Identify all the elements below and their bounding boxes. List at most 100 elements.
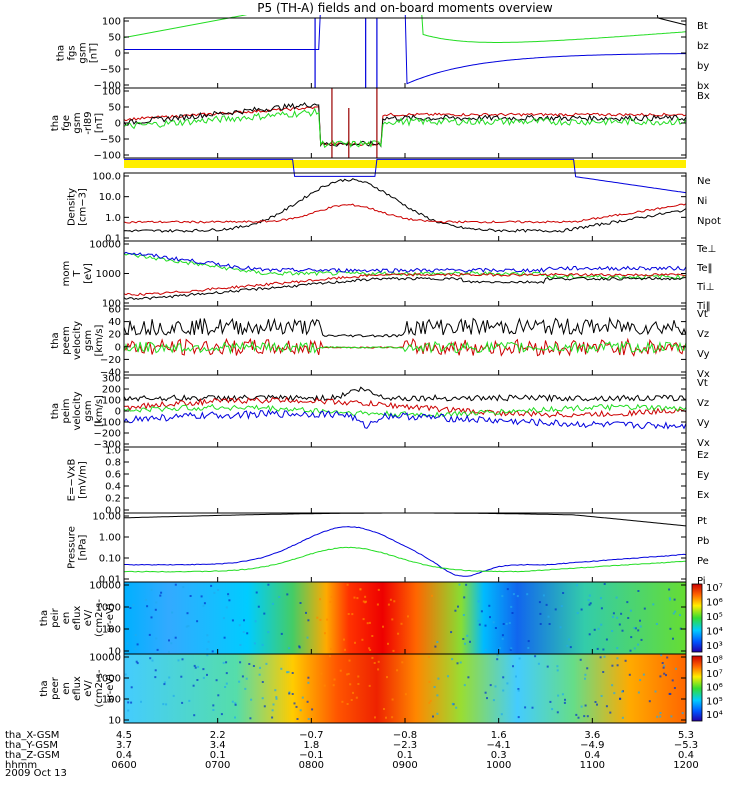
peir-spectrum-pixel bbox=[489, 616, 491, 619]
peer-spectrum-pixel bbox=[130, 701, 133, 704]
peer-spectrum-pixel bbox=[234, 702, 237, 705]
peir-spectrum-pixel bbox=[362, 600, 365, 603]
peir-spectrum-pixel bbox=[306, 636, 309, 639]
peir-spectrum-pixel bbox=[225, 606, 228, 609]
peer-spectrum-pixel bbox=[599, 656, 602, 659]
peer-spectrum-pixel bbox=[318, 682, 321, 685]
peer-spectrum-pixel bbox=[222, 661, 225, 664]
peer-spectrum-pixel bbox=[241, 675, 244, 678]
series-black bbox=[124, 102, 686, 148]
peir-spectrum-pixel bbox=[477, 619, 480, 622]
ephemeris-value: 3.6 bbox=[584, 730, 600, 741]
ephemeris-value: −4.9 bbox=[580, 740, 604, 751]
peir-spectrum-pixel bbox=[494, 627, 497, 629]
peer-spectrum-pixel bbox=[428, 680, 431, 683]
peir-spectrum-pixel bbox=[319, 618, 322, 621]
peir-spectrum-pixel bbox=[389, 598, 392, 601]
peer-spectrum-pixel bbox=[307, 676, 310, 679]
y-axis-label: tha bbox=[39, 680, 50, 696]
ephemeris-value: −0.1 bbox=[299, 750, 323, 761]
peir-spectrum-pixel bbox=[560, 605, 563, 608]
peir-spectrum-pixel bbox=[222, 617, 225, 620]
peer-spectrum-pixel bbox=[546, 665, 549, 668]
peir-spectrum-pixel bbox=[316, 616, 319, 619]
peer-spectrum-pixel bbox=[456, 662, 459, 665]
peer-spectrum-pixel bbox=[261, 681, 264, 683]
peir-spectrum-pixel bbox=[364, 595, 367, 598]
peir-spectrum-pixel bbox=[611, 615, 614, 618]
panel-temperature: 10000 1000 100 mom T [eV] Te⊥ Te‖ Ti⊥ Ti‖ bbox=[61, 240, 716, 313]
peer-spectrum-pixel bbox=[346, 703, 349, 705]
peer-spectrum-pixel bbox=[665, 674, 667, 677]
legend-vz: Vz bbox=[697, 398, 709, 409]
peer-spectrum-pixel bbox=[212, 704, 215, 707]
y-axis-label: gsm bbox=[72, 112, 83, 133]
ephemeris-label: tha_Y-GSM bbox=[5, 740, 58, 751]
peir-spectrum-pixel bbox=[168, 639, 170, 642]
peer-spectrum-pixel bbox=[524, 706, 527, 709]
peer-spectrum-pixel bbox=[341, 700, 344, 703]
peir-spectrum-pixel bbox=[242, 631, 245, 633]
peir-spectrum-pixel bbox=[616, 616, 619, 619]
peir-spectrum-pixel bbox=[669, 627, 672, 630]
y-tick-label: 10 bbox=[108, 647, 121, 658]
peer-spectrum-pixel bbox=[659, 675, 662, 678]
peer-spectrum-pixel bbox=[564, 698, 566, 701]
y-tick-label: −50 bbox=[100, 135, 121, 146]
legend-npot: Npot bbox=[697, 216, 721, 227]
peir-spectrum-pixel bbox=[150, 588, 153, 591]
y-axis-label: [km/s] bbox=[94, 395, 105, 427]
peir-spectrum-pixel bbox=[611, 630, 614, 632]
peir-spectrum-pixel bbox=[228, 599, 231, 602]
y-tick-label: 1.0 bbox=[105, 213, 121, 224]
y-tick-label: −50 bbox=[100, 65, 121, 76]
peir-spectrum-pixel bbox=[154, 608, 157, 611]
peer-spectrum-pixel bbox=[130, 686, 133, 689]
peir-spectrum-pixel bbox=[501, 595, 504, 598]
series-pi bbox=[124, 526, 686, 577]
series-green bbox=[124, 107, 686, 149]
peir-spectrum-pixel bbox=[589, 602, 592, 605]
peer-spectrum-pixel bbox=[163, 681, 166, 684]
legend-vt: Vt bbox=[697, 378, 708, 389]
peir-spectrum-pixel bbox=[436, 641, 439, 643]
peir-spectrum-pixel bbox=[231, 619, 234, 622]
y-tick-label: 10000 bbox=[89, 240, 121, 251]
peir-spectrum-pixel bbox=[434, 645, 437, 648]
peer-spectrum-pixel bbox=[656, 715, 659, 718]
peir-spectrum-pixel bbox=[361, 638, 364, 641]
peer-spectrum-pixel bbox=[427, 656, 430, 659]
peir-spectrum-pixel bbox=[150, 616, 153, 619]
peer-spectrum-pixel bbox=[140, 700, 142, 703]
peer-spectrum-pixel bbox=[659, 715, 662, 718]
peer-spectrum-pixel bbox=[271, 716, 274, 719]
peer-spectrum-pixel bbox=[149, 657, 152, 660]
legend-ti‖: Ti‖ bbox=[696, 301, 711, 312]
peer-spectrum-pixel bbox=[561, 693, 564, 696]
series-bx-spikes bbox=[331, 88, 378, 158]
y-axis-label: fge bbox=[61, 115, 72, 131]
peer-spectrum-pixel bbox=[206, 673, 208, 676]
peer-spectrum-pixel bbox=[196, 679, 199, 681]
peir-spectrum-pixel bbox=[254, 620, 257, 623]
peer-spectrum-pixel bbox=[250, 698, 253, 701]
peir-spectrum-pixel bbox=[679, 627, 682, 630]
ephemeris-value: 5.3 bbox=[678, 730, 694, 741]
peer-spectrum-pixel bbox=[489, 684, 492, 687]
series-ti-perp bbox=[124, 251, 686, 273]
peir-spectrum-pixel bbox=[353, 596, 356, 599]
peir-spectrum-pixel bbox=[371, 635, 374, 637]
peer-spectrum-pixel bbox=[584, 704, 587, 707]
peer-spectrum-pixel bbox=[404, 693, 407, 696]
peer-spectrum-pixel bbox=[681, 712, 684, 715]
peer-spectrum-pixel bbox=[659, 712, 662, 714]
peir-spectrum-pixel bbox=[463, 596, 466, 599]
peir-spectrum-pixel bbox=[502, 623, 505, 625]
peir-spectrum-pixel bbox=[480, 610, 483, 613]
peir-spectrum-pixel bbox=[359, 588, 362, 591]
legend-ex: Ex bbox=[697, 490, 709, 501]
y-axis-label: [nPa] bbox=[78, 534, 89, 560]
ephemeris-value: 1000 bbox=[486, 760, 511, 771]
peer-spectrum-pixel bbox=[234, 703, 237, 706]
peer-spectrum-pixel bbox=[436, 712, 439, 715]
